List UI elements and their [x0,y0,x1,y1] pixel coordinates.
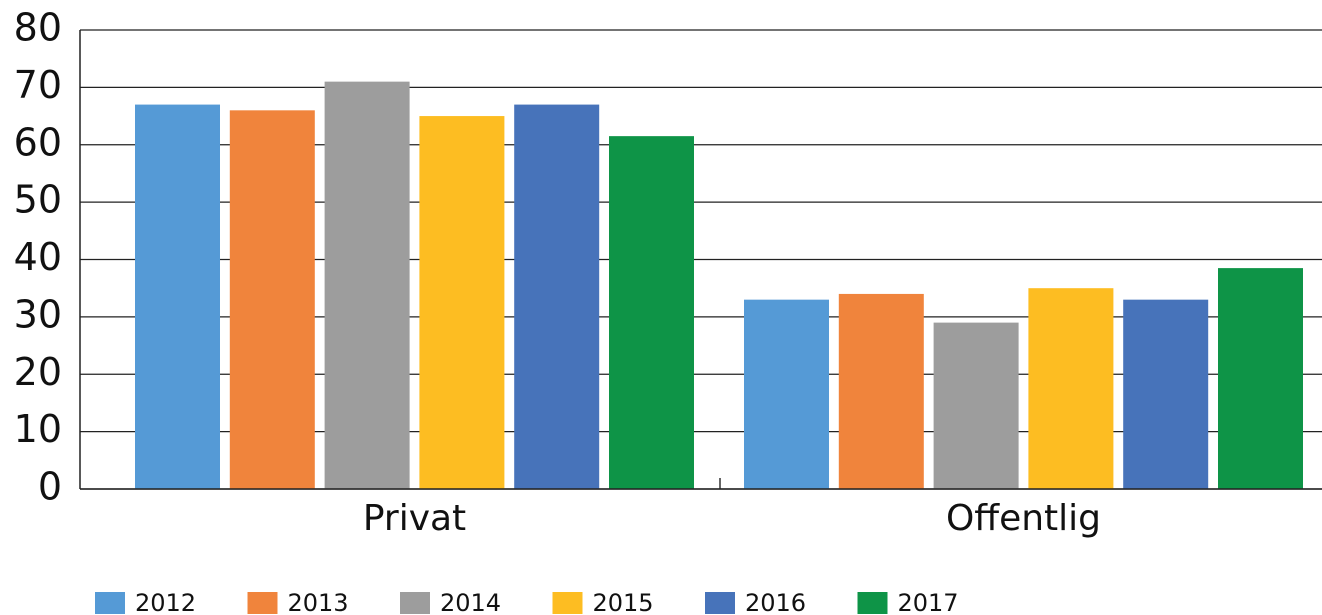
x-tick-label: Offentlig [946,498,1101,539]
legend-swatch [95,592,125,614]
y-tick-label: 80 [14,6,62,50]
y-tick-label: 10 [14,407,62,451]
bar [135,104,220,490]
y-tick-label: 60 [14,120,62,164]
legend-swatch [400,592,430,614]
y-tick-label: 0 [38,465,62,509]
legend-swatch [552,592,583,614]
bar [1218,268,1303,489]
legend-swatch [247,592,278,614]
bar [609,136,694,490]
legend-label: 2017 [898,589,959,615]
legend-label: 2012 [135,589,196,615]
legend-swatch [705,592,735,614]
bar [1123,299,1209,489]
legend-swatch [857,592,888,614]
bar [744,299,829,489]
bar [1028,288,1114,489]
legend-label: 2016 [745,589,806,615]
y-tick-label: 70 [14,63,62,107]
y-tick-label: 40 [14,235,62,279]
y-tick-label: 30 [14,292,62,336]
bar [838,293,924,489]
bar [514,104,600,490]
y-tick-label: 50 [14,178,62,222]
bar [933,322,1019,489]
legend-label: 2014 [440,589,501,615]
bar [229,110,315,489]
bar [419,116,505,489]
legend-label: 2015 [593,589,654,615]
bar [324,81,410,489]
x-tick-label: Privat [363,498,466,539]
legend-label: 2013 [288,589,349,615]
y-tick-label: 20 [14,350,62,394]
